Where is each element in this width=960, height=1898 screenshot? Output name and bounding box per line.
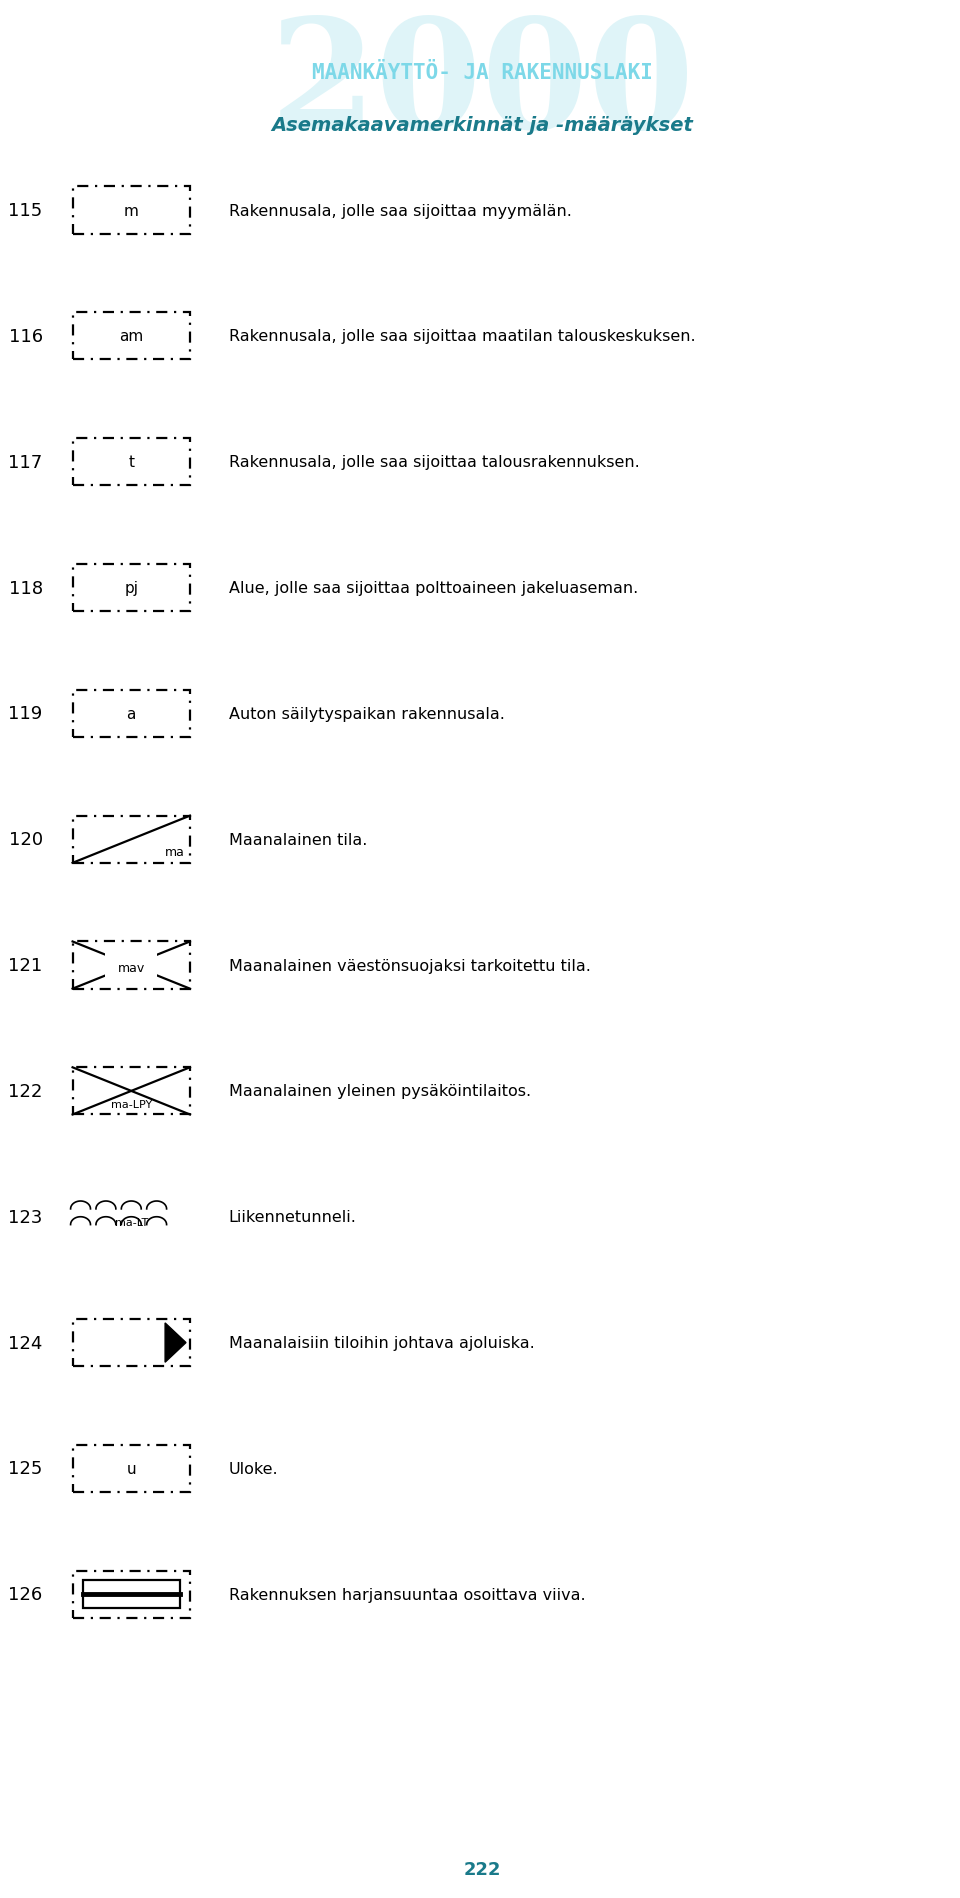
Text: Rakennusala, jolle saa sijoittaa talousrakennuksen.: Rakennusala, jolle saa sijoittaa talousr…: [228, 456, 639, 471]
Text: Maanalainen väestönsuojaksi tarkoitettu tila.: Maanalainen väestönsuojaksi tarkoitettu …: [228, 958, 590, 974]
Text: 117: 117: [9, 454, 43, 471]
Text: 121: 121: [9, 957, 43, 974]
Text: a: a: [127, 706, 136, 721]
Text: 124: 124: [9, 1334, 43, 1351]
Text: 126: 126: [9, 1585, 43, 1604]
Text: Maanalainen yleinen pysäköintilaitos.: Maanalainen yleinen pysäköintilaitos.: [228, 1084, 531, 1099]
Text: 119: 119: [9, 704, 43, 723]
Text: ma-LT: ma-LT: [114, 1217, 148, 1226]
Text: 123: 123: [9, 1209, 43, 1226]
Text: 116: 116: [9, 328, 43, 345]
Text: MAANKÄYTTÖ- JA RAKENNUSLAKI: MAANKÄYTTÖ- JA RAKENNUSLAKI: [312, 63, 653, 84]
Text: Rakennusala, jolle saa sijoittaa maatilan talouskeskuksen.: Rakennusala, jolle saa sijoittaa maatila…: [228, 328, 695, 344]
Text: Maanalainen tila.: Maanalainen tila.: [228, 833, 367, 847]
Text: 125: 125: [9, 1460, 43, 1479]
Text: Auton säilytyspaikan rakennusala.: Auton säilytyspaikan rakennusala.: [228, 706, 505, 721]
Text: 2000: 2000: [270, 11, 695, 161]
Text: ma: ma: [165, 845, 185, 858]
Polygon shape: [165, 1323, 186, 1363]
Text: u: u: [127, 1461, 136, 1477]
Text: mav: mav: [118, 960, 145, 974]
Text: ma-LPY: ma-LPY: [110, 1099, 152, 1108]
Text: am: am: [119, 328, 143, 344]
Text: Uloke.: Uloke.: [228, 1461, 278, 1477]
Text: Alue, jolle saa sijoittaa polttoaineen jakeluaseman.: Alue, jolle saa sijoittaa polttoaineen j…: [228, 581, 638, 596]
Text: 118: 118: [9, 579, 43, 598]
Text: Maanalaisiin tiloihin johtava ajoluiska.: Maanalaisiin tiloihin johtava ajoluiska.: [228, 1336, 535, 1349]
Text: Rakennusala, jolle saa sijoittaa myymälän.: Rakennusala, jolle saa sijoittaa myymälä…: [228, 203, 571, 218]
Text: 122: 122: [9, 1082, 43, 1101]
Text: 120: 120: [9, 831, 43, 848]
Text: Asemakaavamerkinnät ja -määräykset: Asemakaavamerkinnät ja -määräykset: [272, 116, 693, 135]
Text: m: m: [124, 203, 138, 218]
Text: 115: 115: [9, 201, 43, 220]
Text: Liikennetunneli.: Liikennetunneli.: [228, 1209, 357, 1224]
Text: t: t: [129, 456, 134, 471]
Text: 222: 222: [464, 1860, 501, 1879]
Text: pj: pj: [124, 581, 138, 596]
Text: Rakennuksen harjansuuntaa osoittava viiva.: Rakennuksen harjansuuntaa osoittava viiv…: [228, 1587, 586, 1602]
